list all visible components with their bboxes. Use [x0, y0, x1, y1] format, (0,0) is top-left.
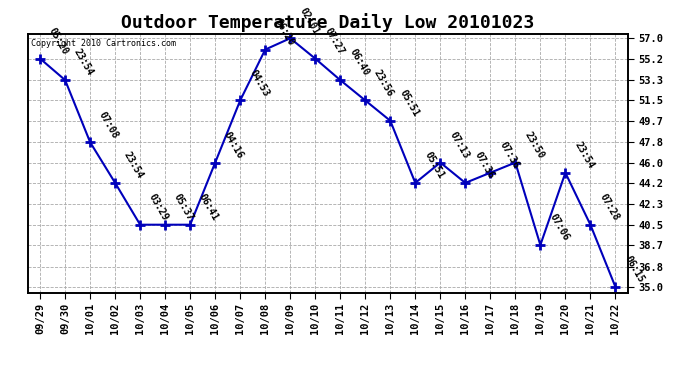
Title: Outdoor Temperature Daily Low 20101023: Outdoor Temperature Daily Low 20101023 [121, 13, 534, 32]
Text: 07:06: 07:06 [547, 213, 571, 243]
Text: 23:50: 23:50 [522, 130, 546, 160]
Text: Copyright 2010 Cartronics.com: Copyright 2010 Cartronics.com [30, 39, 175, 48]
Text: 06:15: 06:15 [622, 254, 646, 285]
Text: 23:54: 23:54 [122, 150, 146, 181]
Text: 07:36: 07:36 [472, 150, 495, 181]
Text: 23:56: 23:56 [372, 68, 395, 98]
Text: 23:54: 23:54 [72, 48, 95, 78]
Text: 03:29: 03:29 [147, 192, 170, 222]
Text: 07:28: 07:28 [598, 192, 621, 222]
Text: 05:51: 05:51 [422, 150, 446, 181]
Text: 05:51: 05:51 [397, 88, 421, 118]
Text: 07:36: 07:36 [497, 140, 521, 171]
Text: 05:37: 05:37 [172, 192, 195, 222]
Text: 07:27: 07:27 [322, 26, 346, 57]
Text: 07:08: 07:08 [97, 110, 121, 140]
Text: 06:41: 06:41 [197, 192, 221, 222]
Text: 06:20: 06:20 [272, 17, 295, 47]
Text: 06:40: 06:40 [347, 48, 371, 78]
Text: 04:16: 04:16 [222, 130, 246, 160]
Text: 02:01: 02:01 [297, 6, 321, 36]
Text: 07:13: 07:13 [447, 130, 471, 160]
Text: 23:54: 23:54 [572, 140, 595, 171]
Text: 05:20: 05:20 [47, 26, 70, 57]
Text: 04:53: 04:53 [247, 68, 270, 98]
